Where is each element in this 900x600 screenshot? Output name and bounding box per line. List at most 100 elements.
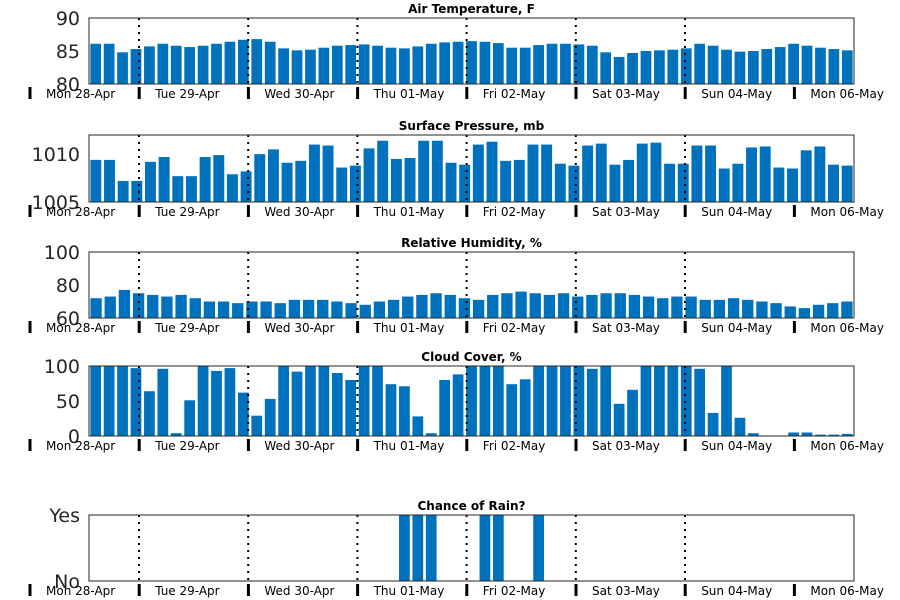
- bar: [486, 141, 498, 202]
- bar: [372, 366, 383, 436]
- bar: [623, 159, 635, 202]
- x-tick-label: Fri 02-May: [483, 87, 546, 101]
- bar: [385, 47, 397, 84]
- plot-frame: [88, 251, 855, 319]
- bar: [197, 45, 209, 84]
- panel-title: Relative Humidity, %: [401, 236, 542, 250]
- bar: [654, 50, 665, 84]
- y-tick-label: 85: [56, 41, 80, 63]
- x-tick-label: Mon 06-May: [810, 321, 884, 335]
- bar: [732, 163, 744, 202]
- bar: [331, 301, 343, 318]
- bar: [145, 161, 156, 202]
- bar: [439, 380, 451, 436]
- bar: [291, 50, 303, 84]
- x-tick-label: Mon 06-May: [810, 87, 884, 101]
- bar: [130, 49, 142, 84]
- x-tick-label: Sun 04-May: [701, 584, 772, 598]
- bar: [377, 140, 389, 202]
- bar: [614, 293, 626, 318]
- bar: [492, 43, 504, 84]
- bar: [640, 51, 652, 84]
- bar: [305, 366, 316, 436]
- bar: [425, 43, 437, 84]
- bar: [812, 304, 825, 318]
- panel-1: Air Temperature, F 80 85 90 Mon 28-Apr Tue 29…: [28, 2, 884, 101]
- bar: [713, 299, 726, 318]
- bar: [582, 145, 594, 202]
- bar: [801, 45, 813, 84]
- bar: [308, 144, 320, 202]
- bar: [117, 366, 128, 436]
- bar: [609, 164, 621, 202]
- bar: [568, 165, 580, 202]
- bar: [281, 162, 293, 202]
- bar: [613, 56, 625, 84]
- bar: [452, 41, 464, 84]
- bar: [103, 43, 115, 84]
- bar: [828, 49, 840, 84]
- bar: [773, 167, 785, 202]
- bar: [104, 296, 116, 318]
- panel-title: Surface Pressure, mb: [399, 119, 545, 133]
- panel-title: Cloud Cover, %: [421, 350, 521, 364]
- bar: [226, 174, 238, 202]
- bar: [472, 299, 485, 318]
- bar: [734, 51, 746, 84]
- bar: [519, 47, 531, 84]
- bar: [828, 164, 839, 202]
- bar: [184, 47, 196, 84]
- bar: [157, 368, 169, 436]
- bar: [586, 45, 598, 84]
- x-tick-label: Fri 02-May: [483, 205, 546, 219]
- x-tick-label: Sat 03-May: [592, 205, 660, 219]
- bar: [404, 157, 416, 202]
- x-tick-label: Thu 01-May: [373, 439, 445, 453]
- bar: [295, 160, 307, 202]
- bar: [573, 366, 585, 436]
- bar: [628, 294, 641, 318]
- bar: [264, 398, 276, 436]
- bar: [479, 41, 491, 84]
- bar: [600, 366, 612, 436]
- bar: [560, 366, 571, 436]
- bar: [412, 416, 424, 436]
- bar: [251, 39, 263, 84]
- bar: [172, 176, 184, 202]
- x-tick-label: Sat 03-May: [592, 584, 660, 598]
- bar: [721, 366, 732, 436]
- bar: [506, 384, 518, 436]
- panel-5: Chance of Rain? No Yes Mon 28-Apr Tue 29-Apr…: [28, 499, 884, 598]
- bar: [727, 298, 740, 318]
- bar: [573, 44, 585, 84]
- bar: [742, 299, 754, 318]
- bar: [747, 51, 759, 84]
- bar: [613, 403, 625, 436]
- bar: [642, 296, 655, 318]
- y-tick-label: 100: [44, 356, 80, 378]
- bar: [841, 165, 853, 202]
- bar: [827, 303, 839, 318]
- bar: [788, 432, 799, 436]
- y-tick-label: No: [54, 571, 80, 593]
- bar: [586, 368, 598, 436]
- x-tick-label: Mon 06-May: [810, 205, 884, 219]
- bar: [627, 52, 638, 84]
- bar: [541, 144, 553, 202]
- bar: [586, 294, 598, 318]
- y-tick-label: 60: [56, 308, 80, 330]
- bar: [147, 294, 159, 318]
- bar: [331, 45, 343, 84]
- bar: [211, 370, 222, 436]
- bar: [800, 150, 812, 202]
- bar: [636, 143, 648, 202]
- bar: [246, 301, 258, 318]
- bar: [418, 140, 430, 202]
- bar: [801, 432, 813, 436]
- bar: [399, 48, 410, 84]
- bar: [399, 515, 410, 581]
- bar: [373, 301, 386, 318]
- bar: [595, 143, 607, 202]
- bar: [500, 160, 512, 202]
- bar: [685, 296, 697, 318]
